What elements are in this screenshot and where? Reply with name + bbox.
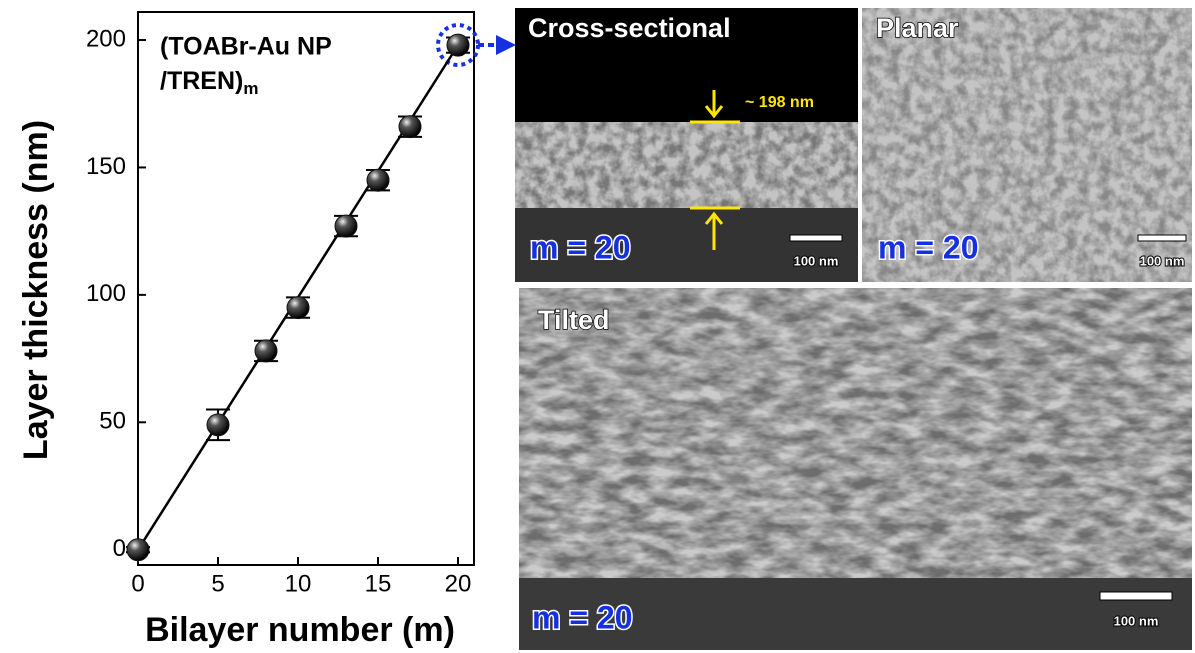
m-label: m = 20 (878, 229, 979, 265)
annotation: (TOABr-Au NP (160, 33, 332, 61)
plot-frame (137, 11, 475, 566)
x-tick-label: 15 (365, 570, 392, 597)
data-point (254, 339, 278, 363)
panel-title: Cross-sectional (528, 13, 731, 43)
y-tick-label: 200 (86, 25, 126, 52)
y-axis-label: Layer thickness (nm) (17, 120, 55, 460)
data-point (286, 296, 310, 320)
scale-label: 100 nm (1114, 613, 1159, 628)
data-point (334, 214, 358, 238)
data-point (206, 413, 230, 437)
scale-label: 100 nm (1140, 253, 1185, 268)
y-tick-label: 100 (86, 280, 126, 307)
tilted-panel: Tilted m = 20 100 nm (519, 288, 1192, 650)
annotation: /TREN)m (160, 67, 258, 99)
data-point (398, 115, 422, 139)
data-point (366, 168, 390, 192)
data-point (446, 33, 470, 57)
data-point (126, 538, 150, 562)
annotation: /TREN) (160, 67, 243, 95)
annotation-subscript: m (243, 79, 258, 98)
planar-panel: Planar m = 20 100 nm (862, 8, 1192, 282)
x-tick-label: 0 (131, 570, 144, 597)
thickness-label: ~ 198 nm (745, 94, 814, 111)
m-label: m = 20 (530, 229, 631, 265)
cross-section-panel: Cross-sectional ~ 198 nm m = 20 100 nm (515, 8, 858, 282)
x-tick-label: 10 (285, 570, 312, 597)
m-label: m = 20 (532, 599, 633, 635)
panel-title: Tilted (538, 305, 610, 335)
scale-label: 100 nm (794, 253, 839, 268)
y-tick-label: 50 (99, 408, 126, 435)
y-tick-label: 150 (86, 153, 126, 180)
panel-title: Planar (876, 13, 959, 43)
y-tick-label: 0 (113, 535, 126, 562)
x-tick-label: 5 (211, 570, 224, 597)
x-axis-label: Bilayer number (m) (145, 611, 455, 649)
x-tick-label: 20 (445, 570, 472, 597)
